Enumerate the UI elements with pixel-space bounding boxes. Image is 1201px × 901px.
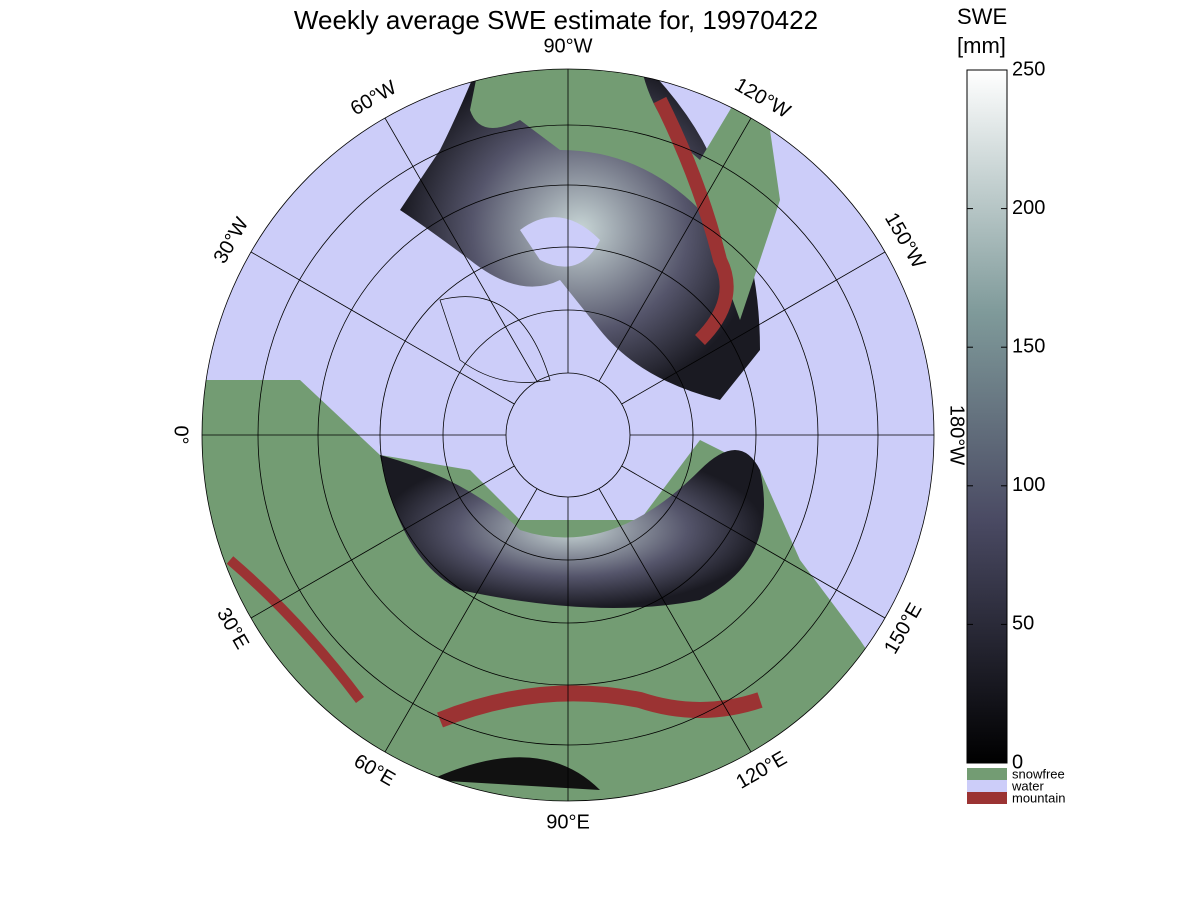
colorbar-tick-label: 100 xyxy=(1012,474,1045,496)
lon-label: 0° xyxy=(170,425,192,444)
meridian xyxy=(384,117,538,382)
meridian xyxy=(598,488,752,753)
mountain-rockies xyxy=(653,96,734,345)
meridian xyxy=(250,251,515,405)
map xyxy=(202,69,934,801)
legend-swatch xyxy=(967,780,1007,792)
legend-swatch xyxy=(967,792,1007,804)
colorbar-tick-label: 200 xyxy=(1012,197,1045,219)
lon-label: 90°W xyxy=(543,35,592,57)
lon-label: 30°E xyxy=(212,604,253,653)
lon-label: 90°E xyxy=(546,811,590,833)
eurasia-snow xyxy=(380,450,764,608)
legend-label: water xyxy=(1011,778,1044,793)
meridian xyxy=(621,465,886,619)
meridian xyxy=(621,251,886,405)
legend-swatch xyxy=(967,768,1007,780)
mountain-asia xyxy=(437,685,763,728)
colorbar xyxy=(966,69,1008,764)
colorbar-label: SWE xyxy=(957,4,1007,29)
colorbar-label: [mm] xyxy=(957,33,1006,58)
mountain-europe xyxy=(226,556,364,704)
lon-label: 60°E xyxy=(350,750,399,791)
legend-label: snowfree xyxy=(1012,766,1065,781)
hudson-bay xyxy=(520,217,600,267)
meridian xyxy=(384,488,538,753)
legend-label: mountain xyxy=(1012,790,1065,805)
meridian xyxy=(250,465,515,619)
map-title: Weekly average SWE estimate for, 1997042… xyxy=(294,5,818,35)
lon-label: 180°W xyxy=(946,405,968,465)
colorbar-tick-label: 150 xyxy=(1012,335,1045,357)
colorbar-tick-label: 50 xyxy=(1012,613,1034,635)
america-snowfree xyxy=(470,69,780,320)
colorbar-tick-label: 250 xyxy=(1012,58,1045,80)
meridian xyxy=(598,117,752,382)
colorbar-tick-label: 0 xyxy=(1012,751,1023,773)
snow-plateau xyxy=(430,757,600,790)
